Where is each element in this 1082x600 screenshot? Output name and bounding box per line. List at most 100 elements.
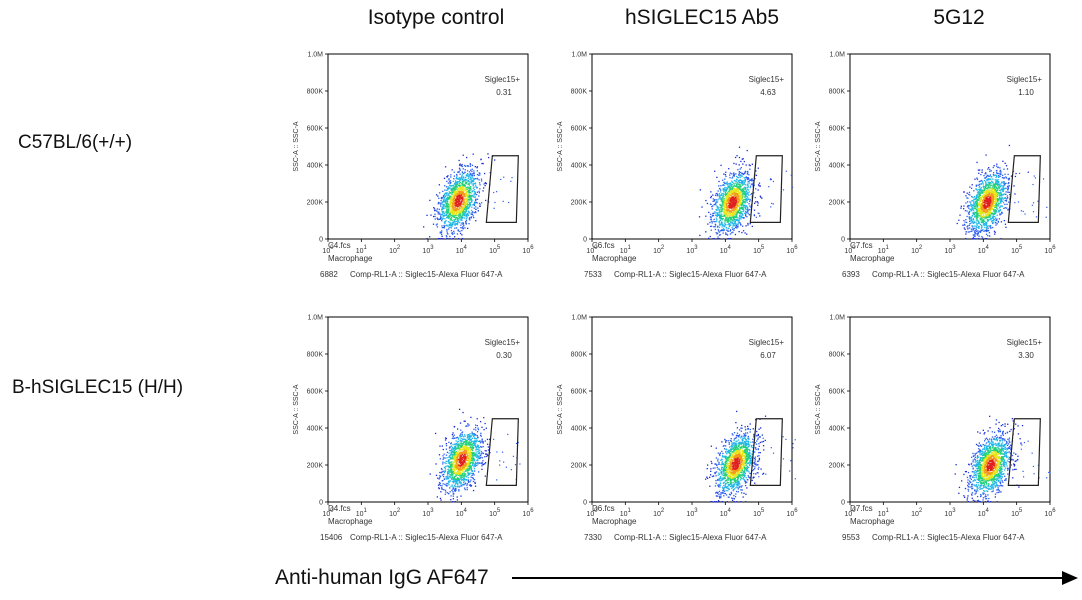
outlier-dot <box>503 461 505 463</box>
outlier-dot <box>510 180 512 182</box>
outlier-dot <box>770 178 772 181</box>
outlier-dot <box>493 191 495 194</box>
outlier-dot <box>758 212 760 215</box>
outlier-dot <box>1033 175 1035 177</box>
x-tick-label: 105 <box>1011 508 1023 518</box>
outlier-dot <box>1014 201 1016 204</box>
y-tick-label: 400K <box>307 426 324 433</box>
event-dots <box>429 408 521 503</box>
x-tick-label: 105 <box>753 245 765 255</box>
x-tick-label: 103 <box>686 245 698 255</box>
gate-name-label: Siglec15+ <box>485 338 521 347</box>
y-tick-label: 400K <box>829 163 846 170</box>
x-tick-label: 101 <box>620 245 632 255</box>
outlier-dot <box>481 202 483 204</box>
x-tick-label: 102 <box>653 508 665 518</box>
population-name: Macrophage <box>328 517 373 526</box>
event-dots <box>956 144 1048 240</box>
outlier-dot <box>499 464 501 466</box>
outlier-dot <box>768 186 770 188</box>
siglec15-gate <box>749 155 783 223</box>
outlier-dot <box>494 201 496 204</box>
outlier-dot <box>515 442 518 445</box>
gate-name-label: Siglec15+ <box>749 75 785 84</box>
y-tick-label: 1.0M <box>571 52 587 59</box>
flow-plot-c57-isotype: 0 200K 400K 600K 800K 1.0M SSC-A :: SSC-A 100 10… <box>284 44 534 289</box>
x-tick-label: 104 <box>720 245 732 255</box>
x-tick-label: 105 <box>1011 245 1023 255</box>
outlier-dot <box>752 182 754 184</box>
outlier-dot <box>785 438 787 441</box>
y-tick-label: 200K <box>571 463 588 470</box>
population-name: Macrophage <box>850 254 895 263</box>
outlier-dot <box>769 178 772 180</box>
outlier-dot <box>503 176 505 178</box>
gate-percentage: 0.30 <box>496 351 512 360</box>
flow-plot-h-ab5: 0 200K 400K 600K 800K 1.0M SSC-A :: SSC-A 100 10… <box>548 307 798 552</box>
outlier-dot <box>1045 216 1047 218</box>
outlier-dot <box>495 191 498 193</box>
y-tick-label: 1.0M <box>829 52 845 59</box>
outlier-dot <box>489 172 491 174</box>
outlier-dot <box>502 200 504 202</box>
outlier-dot <box>790 460 792 462</box>
x-tick-label: 105 <box>489 508 501 518</box>
gate-name-label: Siglec15+ <box>1007 338 1043 347</box>
outlier-dot <box>1037 200 1039 202</box>
outlier-dot <box>789 470 791 472</box>
x-tick-label: 100 <box>844 245 856 255</box>
y-tick-label: 800K <box>829 89 846 96</box>
outlier-dot <box>517 441 519 444</box>
outlier-dot <box>1017 201 1020 203</box>
y-tick-label: 600K <box>571 389 588 396</box>
outlier-dot <box>1022 476 1025 478</box>
siglec15-gate <box>1007 155 1041 223</box>
outlier-dot <box>510 469 512 471</box>
outlier-dot <box>500 178 502 181</box>
y-tick-label: 0 <box>841 237 845 244</box>
column-title-ab5: hSIGLEC15 Ab5 <box>624 6 780 29</box>
y-tick-label: 400K <box>307 163 324 170</box>
y-tick-label: 600K <box>829 126 846 133</box>
outlier-dot <box>1020 448 1022 450</box>
y-tick-label: 200K <box>829 463 846 470</box>
outlier-dot <box>1024 213 1026 215</box>
column-title-isotype: Isotype control <box>367 6 505 29</box>
x-tick-label: 100 <box>586 508 598 518</box>
x-tick-label: 101 <box>878 508 890 518</box>
outlier-dot <box>1023 441 1026 444</box>
fcs-file-name: C4.fcs <box>328 241 351 250</box>
x-axis-label: Comp-RL1-A :: Siglec15-Alexa Fluor 647-A <box>350 533 503 542</box>
plot-frame <box>849 316 1051 503</box>
outlier-dot <box>782 458 785 460</box>
x-tick-label: 100 <box>844 508 856 518</box>
outlier-dot <box>756 472 758 474</box>
y-tick-label: 800K <box>571 352 588 359</box>
y-tick-label: 0 <box>841 500 845 507</box>
gate-name-label: Siglec15+ <box>749 338 785 347</box>
outlier-dot <box>1015 453 1017 455</box>
x-axis-label: Comp-RL1-A :: Siglec15-Alexa Fluor 647-A <box>614 533 767 542</box>
outlier-dot <box>512 455 515 457</box>
event-count: 6882 <box>320 270 338 279</box>
outlier-dot <box>1032 202 1035 204</box>
fcs-file-name: D7.fcs <box>850 504 873 513</box>
outlier-dot <box>1046 206 1048 208</box>
outlier-dot <box>478 202 481 205</box>
population-name: Macrophage <box>592 254 637 263</box>
fcs-file-name: C6.fcs <box>592 241 615 250</box>
x-tick-label: 103 <box>422 508 434 518</box>
y-tick-label: 800K <box>307 352 324 359</box>
x-axis-label: Comp-RL1-A :: Siglec15-Alexa Fluor 647-A <box>872 533 1025 542</box>
outlier-dot <box>483 183 485 185</box>
plot-frame <box>327 316 529 503</box>
x-tick-label: 103 <box>686 508 698 518</box>
outlier-dot <box>785 170 787 172</box>
x-axis-label: Comp-RL1-A :: Siglec15-Alexa Fluor 647-A <box>350 270 503 279</box>
y-tick-label: 200K <box>571 200 588 207</box>
outlier-dot <box>1031 204 1033 206</box>
